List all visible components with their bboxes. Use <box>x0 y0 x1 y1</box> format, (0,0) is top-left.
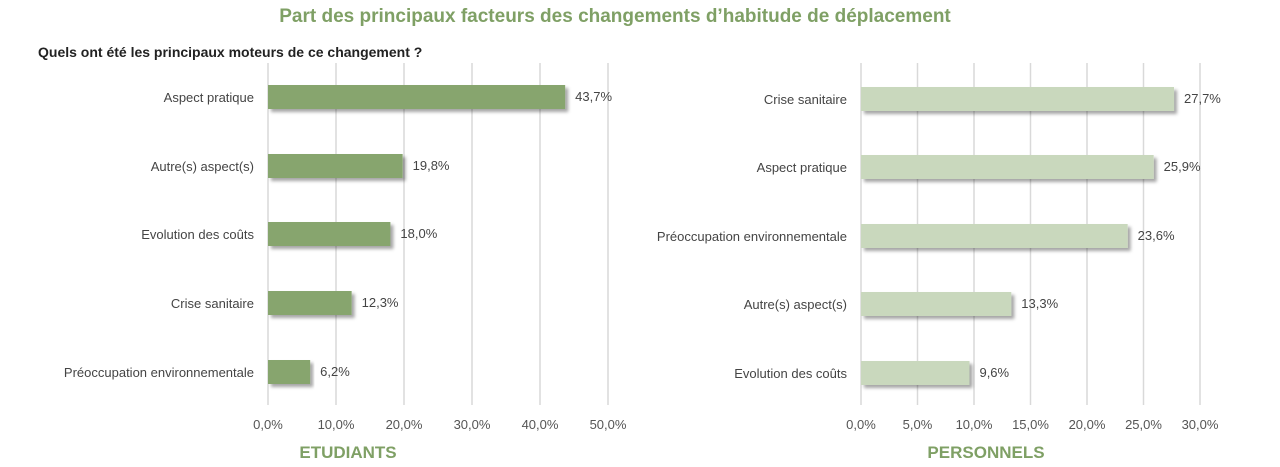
category-label: Autre(s) aspect(s) <box>744 297 847 312</box>
x-tick-label: 30,0% <box>1182 417 1219 432</box>
bar <box>861 155 1154 179</box>
category-label: Evolution des coûts <box>734 366 847 381</box>
bar <box>268 360 311 384</box>
bar <box>268 154 403 178</box>
category-label: Aspect pratique <box>164 90 254 105</box>
category-label: Crise sanitaire <box>764 92 847 107</box>
x-tick-label: 20,0% <box>1069 417 1106 432</box>
category-label: Evolution des coûts <box>141 227 254 242</box>
value-label: 25,9% <box>1164 159 1201 174</box>
x-tick-label: 50,0% <box>590 417 627 432</box>
bar <box>861 361 970 385</box>
value-label: 9,6% <box>979 365 1009 380</box>
bar <box>268 85 566 109</box>
x-tick-label: 10,0% <box>956 417 993 432</box>
value-label: 12,3% <box>362 295 399 310</box>
group-label: ETUDIANTS <box>299 443 396 462</box>
value-label: 27,7% <box>1184 91 1221 106</box>
bar <box>268 222 391 246</box>
x-tick-label: 30,0% <box>454 417 491 432</box>
page-title: Part des principaux facteurs des changem… <box>279 6 951 27</box>
bar <box>861 87 1175 111</box>
value-label: 18,0% <box>400 226 437 241</box>
category-label: Crise sanitaire <box>171 296 254 311</box>
bar <box>861 224 1128 248</box>
x-tick-label: 0,0% <box>253 417 283 432</box>
personnels-chart: 0,0% 5,0% 10,0% 15,0% 20,0% 25,0% 30,0% Crise s… <box>657 63 1221 462</box>
x-tick-label: 5,0% <box>903 417 933 432</box>
value-label: 19,8% <box>413 158 450 173</box>
x-tick-label: 0,0% <box>846 417 876 432</box>
x-tick-label: 10,0% <box>318 417 355 432</box>
value-label: 13,3% <box>1021 296 1058 311</box>
question-text: Quels ont été les principaux moteurs de … <box>38 44 423 60</box>
x-tick-label: 25,0% <box>1125 417 1162 432</box>
value-label: 23,6% <box>1138 228 1175 243</box>
bar <box>861 292 1012 316</box>
x-tick-label: 20,0% <box>386 417 423 432</box>
group-label: PERSONNELS <box>927 443 1044 462</box>
category-label: Aspect pratique <box>757 160 847 175</box>
bar <box>268 291 352 315</box>
category-label: Préoccupation environnementale <box>64 365 254 380</box>
category-label: Autre(s) aspect(s) <box>151 159 254 174</box>
value-label: 43,7% <box>575 89 612 104</box>
etudiants-chart: 0,0% 10,0% 20,0% 30,0% 40,0% 50,0% Aspect prat… <box>64 63 627 462</box>
x-tick-label: 15,0% <box>1012 417 1049 432</box>
category-label: Préoccupation environnementale <box>657 229 847 244</box>
x-tick-label: 40,0% <box>522 417 559 432</box>
value-label: 6,2% <box>320 364 350 379</box>
